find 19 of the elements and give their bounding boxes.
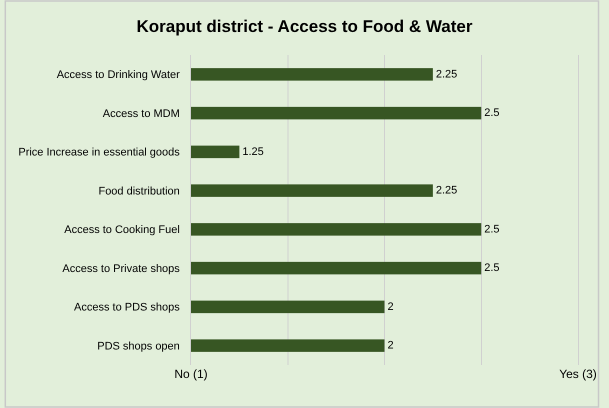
y-tick-label: Price Increase in essential goods [18, 146, 180, 159]
y-tick-label: PDS shops open [97, 340, 180, 352]
data-label: 2.25 [436, 184, 458, 197]
y-tick-label: Access to Drinking Water [56, 69, 180, 82]
data-label: 2.5 [484, 262, 500, 274]
y-tick-label: Access to MDM [102, 108, 180, 120]
y-tick-label: Access to Cooking Fuel [64, 224, 180, 236]
y-tick-label: Access to Private shops [62, 262, 180, 275]
x-tick-label: No (1) [174, 367, 208, 381]
data-label: 2 [388, 300, 394, 313]
x-tick-label: Yes (3) [559, 367, 597, 381]
data-label: 2.25 [436, 68, 458, 80]
data-label: 1.25 [242, 146, 264, 158]
data-label: 2 [388, 340, 394, 352]
y-tick-label: Food distribution [98, 185, 180, 198]
data-label: 2.5 [484, 223, 500, 236]
chart-title: Koraput district - Access to Food & Water [136, 16, 473, 36]
y-tick-label: Access to PDS shops [74, 302, 180, 314]
data-label: 2.5 [484, 107, 500, 120]
